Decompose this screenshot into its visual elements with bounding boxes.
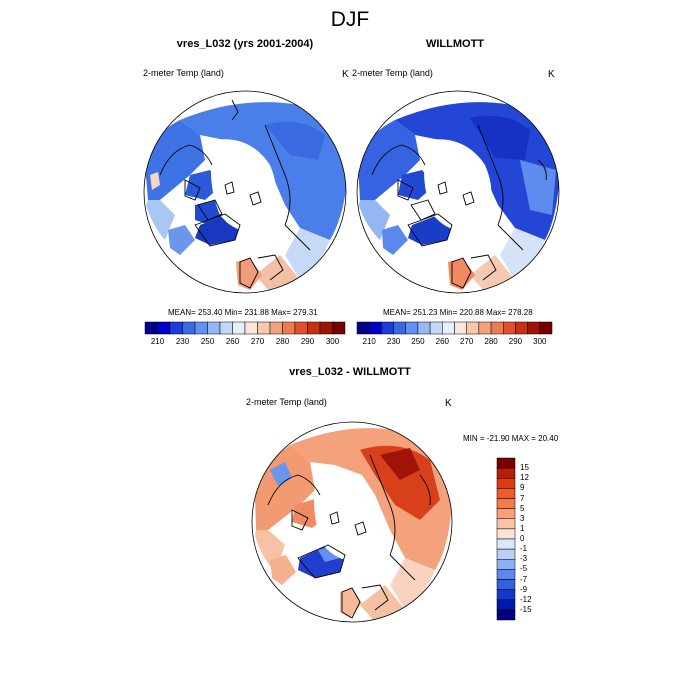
colorbar-swatch xyxy=(466,321,480,335)
diff-colorbar xyxy=(496,457,516,621)
colorbar-tick-label: 5 xyxy=(520,503,525,513)
colorbar-swatch xyxy=(282,321,296,335)
model-panel-title: vres_L032 (yrs 2001-2004) xyxy=(176,38,314,50)
colorbar-swatch xyxy=(144,321,158,335)
colorbar-swatch xyxy=(454,321,467,335)
colorbar-tick-label: 250 xyxy=(411,337,425,346)
colorbar-swatch xyxy=(417,321,431,335)
colorbar-tick-label: -5 xyxy=(520,564,528,574)
colorbar-swatch xyxy=(490,321,504,335)
colorbar-swatch xyxy=(515,321,528,335)
colorbar-swatch xyxy=(232,321,246,335)
obs-colorbar xyxy=(356,321,553,335)
colorbar-swatch xyxy=(429,321,443,335)
diff-polar-map xyxy=(251,421,453,623)
colorbar-swatch xyxy=(332,321,346,335)
colorbar-swatch xyxy=(319,321,333,335)
colorbar-tick-label: -1 xyxy=(520,544,528,554)
colorbar-tick-label: 15 xyxy=(520,463,529,473)
colorbar-tick-label: 260 xyxy=(435,337,449,346)
colorbar-tick-label: 230 xyxy=(175,337,190,346)
colorbar-swatch xyxy=(539,321,553,335)
obs-stats: MEAN= 251.23 Min= 220.88 Max= 278.28 xyxy=(383,308,533,317)
colorbar-swatch xyxy=(527,321,541,335)
colorbar-tick-label: 270 xyxy=(250,337,265,346)
colorbar-tick-label: 280 xyxy=(484,337,498,346)
colorbar-swatch xyxy=(496,498,516,509)
colorbar-tick-label: 250 xyxy=(200,337,215,346)
colorbar-tick-label: -3 xyxy=(520,554,528,564)
colorbar-tick-label: 12 xyxy=(520,473,529,483)
colorbar-swatch xyxy=(368,321,382,335)
colorbar-swatch xyxy=(393,321,406,335)
colorbar-swatch xyxy=(496,599,516,611)
colorbar-swatch xyxy=(405,321,419,335)
model-stats: MEAN= 253.40 Min= 231.88 Max= 279.31 xyxy=(168,308,318,317)
colorbar-swatch xyxy=(219,321,233,335)
colorbar-swatch xyxy=(503,321,516,335)
diff-panel-title: vres_L032 - WILLMOTT xyxy=(289,366,411,378)
colorbar-swatch xyxy=(496,467,516,479)
colorbar-swatch xyxy=(157,321,171,335)
colorbar-swatch xyxy=(257,321,271,335)
colorbar-swatch xyxy=(496,488,516,499)
figure-title: DJF xyxy=(330,8,370,31)
colorbar-swatch xyxy=(496,609,516,621)
colorbar-swatch xyxy=(307,321,321,335)
colorbar-swatch xyxy=(207,321,221,335)
colorbar-swatch xyxy=(269,321,283,335)
colorbar-swatch xyxy=(496,548,516,560)
colorbar-swatch xyxy=(496,457,516,469)
colorbar-swatch xyxy=(442,321,455,335)
colorbar-swatch xyxy=(496,579,516,590)
colorbar-tick-label: 270 xyxy=(460,337,474,346)
colorbar-tick-label: 210 xyxy=(362,337,376,346)
model-polar-map xyxy=(143,90,347,294)
colorbar-swatch xyxy=(496,478,516,489)
colorbar-swatch xyxy=(381,321,394,335)
colorbar-tick-label: 300 xyxy=(325,337,340,346)
colorbar-tick-label: 1 xyxy=(520,523,525,533)
colorbar-tick-label: 230 xyxy=(386,337,401,346)
colorbar-tick-label: 210 xyxy=(150,337,165,346)
colorbar-swatch xyxy=(478,321,492,335)
colorbar-tick-label: 0 xyxy=(520,534,525,543)
colorbar-swatch xyxy=(496,518,516,530)
obs-panel-title: WILLMOTT xyxy=(425,38,485,50)
obs-variable-label: 2-meter Temp (land) xyxy=(352,68,433,78)
colorbar-swatch xyxy=(182,321,196,335)
colorbar-swatch xyxy=(496,569,516,580)
colorbar-swatch xyxy=(169,321,183,335)
colorbar-tick-label: 7 xyxy=(520,493,525,503)
colorbar-tick-label: 280 xyxy=(275,337,290,346)
colorbar-tick-label: -9 xyxy=(520,584,528,594)
colorbar-swatch xyxy=(496,559,516,570)
colorbar-tick-label: 290 xyxy=(508,337,523,346)
colorbar-swatch xyxy=(294,321,308,335)
diff-stats: MIN = -21.90 MAX = 20.40 xyxy=(463,434,559,443)
colorbar-tick-label: -7 xyxy=(520,574,528,584)
colorbar-tick-label: -15 xyxy=(520,604,532,614)
colorbar-swatch xyxy=(496,508,516,519)
colorbar-swatch xyxy=(356,321,370,335)
colorbar-tick-label: 300 xyxy=(533,337,547,346)
colorbar-tick-label: 9 xyxy=(520,483,525,493)
model-colorbar xyxy=(144,321,346,335)
model-variable-label: 2-meter Temp (land) xyxy=(143,68,224,78)
colorbar-tick-label: -12 xyxy=(520,594,532,604)
colorbar-swatch xyxy=(496,589,516,600)
colorbar-tick-label: 260 xyxy=(225,337,240,346)
model-units-label: K xyxy=(342,69,349,80)
colorbar-swatch xyxy=(194,321,208,335)
colorbar-swatch xyxy=(496,528,516,540)
obs-units-label: K xyxy=(548,69,555,80)
obs-polar-map xyxy=(356,90,560,294)
diff-units-label: K xyxy=(445,398,452,409)
colorbar-swatch xyxy=(244,321,258,335)
colorbar-tick-label: 3 xyxy=(520,513,525,523)
colorbar-swatch xyxy=(496,538,516,550)
diff-variable-label: 2-meter Temp (land) xyxy=(246,397,327,407)
colorbar-tick-label: 290 xyxy=(300,337,315,346)
